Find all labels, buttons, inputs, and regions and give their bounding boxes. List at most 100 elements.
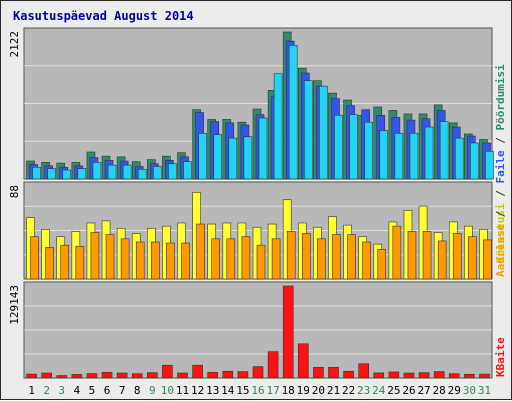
bar-aadresse-day-22: [347, 234, 356, 280]
bar-k-lastatud-lehti-day-1: [32, 166, 41, 180]
x-tick-label: 25: [387, 384, 400, 397]
bar-aadresse-day-25: [392, 225, 402, 280]
x-tick-label: 10: [161, 384, 174, 397]
bar-aadresse-day-19: [301, 233, 311, 280]
bar-aadresse-day-3: [60, 244, 70, 280]
bar-aadresse-day-18: [286, 231, 296, 280]
bar-kbaite-day-13: [207, 372, 219, 379]
panel-1-ymax-label: 2122: [8, 31, 21, 58]
x-tick-label: 29: [448, 384, 461, 397]
bar-kbaite-day-2: [41, 372, 52, 379]
bar-k-lastatud-lehti-day-12: [198, 132, 207, 180]
bar-aadresse-day-2: [45, 246, 54, 280]
x-tick-label: 20: [312, 384, 325, 397]
x-tick-label: 28: [433, 384, 446, 397]
bar-k-lastatud-lehti-day-23: [364, 121, 373, 180]
bar-aadresse-day-31: [483, 239, 492, 280]
legend-separator: /: [494, 184, 507, 204]
x-tick-label: 21: [327, 384, 340, 397]
x-tick-label: 17: [266, 384, 279, 397]
x-tick-label: 2: [43, 384, 50, 397]
x-tick-label: 26: [402, 384, 415, 397]
bar-kbaite-day-29: [448, 373, 460, 379]
bar-kbaite-day-26: [403, 372, 415, 379]
x-tick-label: 5: [89, 384, 96, 397]
bar-kbaite-day-10: [162, 364, 173, 379]
x-tick-label: 12: [191, 384, 204, 397]
panel-2-ymax-label: 88: [8, 185, 21, 198]
bar-kbaite-day-21: [328, 367, 339, 379]
bar-aadresse-day-9: [151, 241, 160, 280]
bar-kbaite-day-25: [388, 371, 400, 379]
bar-k-lastatud-lehti-day-9: [153, 166, 162, 180]
bar-aadresse-day-21: [332, 234, 341, 280]
bar-kbaite-day-9: [147, 372, 158, 379]
bar-k-lastatud-lehti-day-16: [258, 117, 268, 180]
bar-kbaite-day-5: [86, 373, 98, 379]
bar-aadresse-day-26: [407, 231, 417, 280]
legend-kulastatud: Külastusi: [494, 203, 507, 263]
bar-k-lastatud-lehti-day-4: [77, 168, 87, 180]
bar-kbaite-day-23: [358, 363, 369, 379]
bar-k-lastatud-lehti-day-15: [243, 136, 253, 180]
bar-kbaite-day-12: [192, 364, 203, 379]
bar-k-lastatud-lehti-day-20: [319, 85, 328, 180]
x-tick-label: 19: [297, 384, 310, 397]
bar-k-lastatud-lehti-day-2: [47, 168, 56, 180]
bar-aadresse-day-15: [241, 236, 251, 280]
bar-kbaite-day-8: [131, 373, 143, 379]
bar-aadresse-day-23: [362, 241, 371, 280]
bar-aadresse-day-7: [120, 238, 130, 280]
bar-kbaite-day-22: [343, 370, 354, 379]
x-tick-label: 30: [463, 384, 476, 397]
bar-aadresse-day-24: [377, 249, 387, 280]
x-tick-label: 14: [221, 384, 235, 397]
bar-aadresse-day-14: [226, 238, 236, 280]
x-tick-label: 6: [104, 384, 111, 397]
bar-aadresse-day-16: [256, 244, 266, 280]
x-tick-label: 27: [417, 384, 430, 397]
legend-separator: /: [494, 210, 507, 224]
bar-aadresse-day-30: [468, 236, 477, 280]
bar-k-lastatud-lehti-day-6: [107, 164, 117, 180]
x-tick-label: 16: [251, 384, 264, 397]
bar-k-lastatud-lehti-day-28: [439, 121, 449, 180]
bar-kbaite-day-31: [479, 373, 490, 379]
bar-k-lastatud-lehti-day-25: [394, 132, 404, 180]
legend-separator: /: [494, 131, 507, 151]
legend-poordumisi: Pöördumisi: [494, 64, 507, 131]
x-tick-label: 1: [28, 384, 35, 397]
bar-k-lastatud-lehti-day-10: [168, 163, 177, 180]
x-tick-label: 3: [58, 384, 65, 397]
bottom-panel-legend: KBaite: [494, 337, 507, 377]
bar-kbaite-day-27: [418, 372, 430, 379]
bar-kbaite-day-4: [71, 374, 83, 379]
bar-aadresse-day-13: [211, 238, 221, 280]
bar-k-lastatud-lehti-day-21: [334, 114, 343, 180]
x-tick-label: 15: [236, 384, 249, 397]
bar-kbaite-day-18: [282, 285, 294, 379]
bar-k-lastatud-lehti-day-22: [349, 114, 358, 180]
bar-k-lastatud-lehti-day-18: [288, 45, 298, 180]
bar-k-lastatud-lehti-day-13: [213, 134, 223, 180]
bar-k-lastatud-lehti-day-30: [470, 142, 479, 180]
legend-faile: Faile: [494, 150, 507, 183]
bar-aadresse-day-20: [317, 238, 326, 280]
x-tick-label: 23: [357, 384, 370, 397]
panel-3-ymax-label: 129143: [8, 285, 21, 325]
x-tick-label: 31: [478, 384, 491, 397]
bar-aadresse-day-11: [181, 242, 190, 280]
bar-k-lastatud-lehti-day-5: [92, 162, 102, 180]
bar-aadresse-day-6: [105, 234, 115, 280]
bar-kbaite-day-6: [101, 372, 113, 379]
x-tick-label: 8: [134, 384, 141, 397]
x-tick-label: 9: [149, 384, 156, 397]
bar-aadresse-day-28: [437, 240, 447, 280]
bar-k-lastatud-lehti-day-17: [273, 73, 283, 180]
bar-kbaite-day-28: [433, 371, 445, 379]
bar-aadresse-day-4: [75, 245, 85, 280]
bar-k-lastatud-lehti-day-7: [122, 164, 132, 180]
bar-kbaite-day-19: [297, 343, 309, 379]
